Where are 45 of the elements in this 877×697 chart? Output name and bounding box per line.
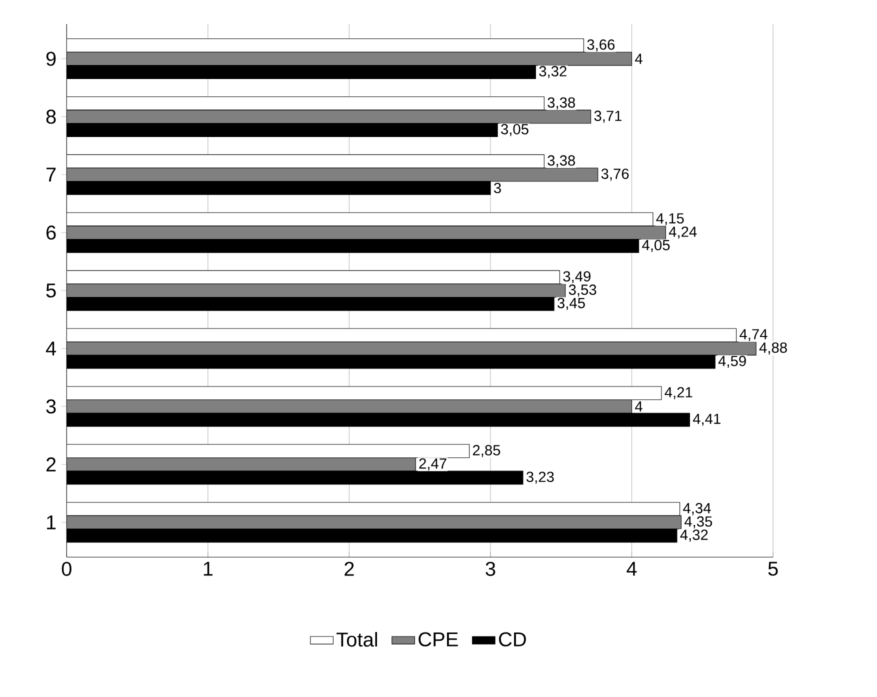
data-label: 4,15 — [656, 213, 684, 226]
data-label: 3,32 — [539, 66, 566, 78]
y-tick-label: 5 — [46, 284, 56, 298]
data-label: 3,76 — [601, 168, 629, 181]
data-label: 4 — [635, 54, 642, 64]
y-tick-label: 7 — [46, 168, 56, 182]
data-label: 4,34 — [683, 502, 711, 516]
data-label: 4,05 — [642, 240, 670, 252]
y-tick-label: 4 — [46, 342, 56, 356]
data-label: 3,45 — [558, 298, 585, 310]
data-label: 4,24 — [668, 226, 697, 239]
legend-label: CD — [499, 632, 526, 646]
data-label: 3,38 — [548, 155, 575, 168]
y-tick-label: 8 — [46, 110, 56, 124]
x-tick-label: 4 — [626, 562, 637, 576]
y-tick-label: 3 — [46, 399, 56, 414]
data-label: 4,74 — [740, 329, 768, 342]
data-label: 3,66 — [587, 39, 615, 52]
y-tick-label: 2 — [46, 457, 56, 472]
legend-label: CPE — [418, 632, 458, 646]
data-label: 3 — [494, 182, 501, 194]
x-tick-label: 3 — [486, 562, 496, 576]
data-label: 4 — [635, 401, 642, 412]
data-label: 3,38 — [548, 97, 575, 110]
x-tick-label: 1 — [204, 562, 213, 576]
x-tick-label: 0 — [62, 562, 72, 576]
data-label: 4,32 — [680, 530, 708, 542]
data-label: 4,21 — [664, 387, 692, 400]
legend-label: Total — [336, 632, 377, 647]
data-label: 3,53 — [568, 284, 596, 297]
x-tick-label: 2 — [344, 562, 354, 576]
y-tick-label: 6 — [46, 226, 56, 240]
y-tick-label: 9 — [46, 52, 56, 66]
data-label: 3,71 — [594, 110, 622, 123]
x-tick-label: 5 — [768, 562, 778, 576]
data-label: 3,23 — [526, 472, 554, 484]
data-label: 4,35 — [684, 516, 712, 528]
data-label: 2,47 — [419, 458, 446, 470]
data-label: 3,05 — [501, 124, 528, 136]
y-tick-label: 1 — [47, 515, 56, 530]
data-label: 4,41 — [692, 414, 720, 426]
data-label: 3,49 — [563, 271, 590, 284]
data-label: 2,85 — [472, 445, 500, 458]
data-label: 4,59 — [718, 356, 746, 368]
data-label: 4,88 — [759, 342, 787, 355]
